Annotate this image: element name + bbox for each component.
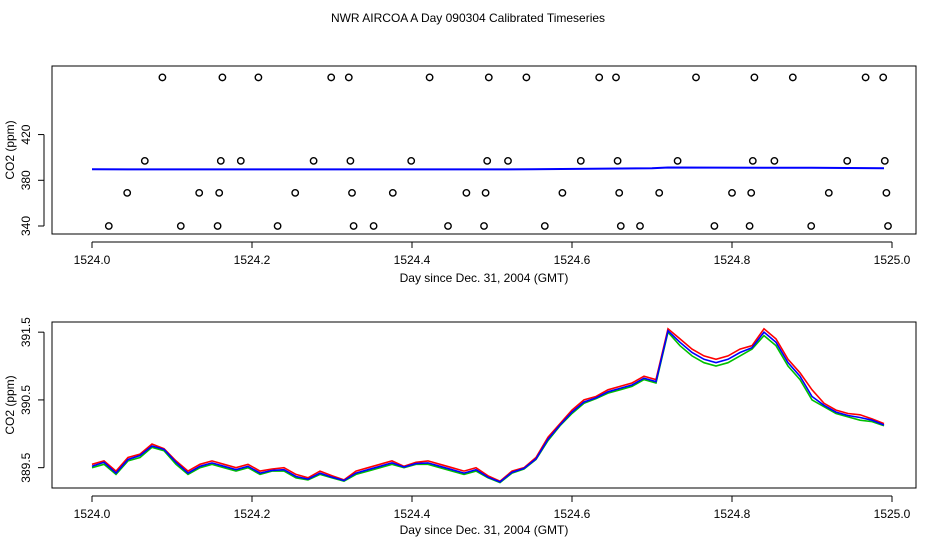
- calibration-point: [615, 188, 624, 197]
- calibration-point: [522, 73, 531, 82]
- calibration-point: [344, 73, 353, 82]
- series-green-line: [91, 330, 885, 484]
- top-x-tick-label: 1524.8: [714, 253, 751, 267]
- calibration-point: [692, 73, 700, 82]
- calibration-point: [788, 73, 797, 82]
- calibration-point: [349, 222, 358, 230]
- calibration-point: [728, 188, 736, 197]
- bottom-x-tick-label: 1524.4: [394, 507, 431, 521]
- calibration-point: [444, 222, 452, 230]
- calibration-point: [504, 156, 512, 165]
- calibration-point: [481, 188, 490, 197]
- calibration-point: [748, 156, 757, 165]
- calibration-point: [484, 73, 493, 82]
- calibration-point: [880, 156, 889, 165]
- calibration-point: [407, 156, 416, 165]
- calibration-point: [745, 222, 754, 230]
- top-y-axis: 340 380 420: [19, 124, 45, 236]
- top-plot-marks: [91, 73, 892, 230]
- bottom-x-tick-label: 1524.2: [234, 507, 271, 521]
- calibration-point: [213, 222, 222, 230]
- top-x-axis-label: Day since Dec. 31, 2004 (GMT): [400, 271, 569, 285]
- calibration-point: [291, 188, 300, 197]
- calibration-point: [215, 188, 224, 197]
- calibration-point: [348, 188, 356, 197]
- calibration-point: [462, 188, 471, 197]
- calibration-point: [824, 188, 833, 197]
- bottom-x-tick-label: 1524.0: [74, 507, 111, 521]
- calibration-point: [673, 156, 682, 165]
- top-plot-frame: [51, 65, 917, 235]
- top-y-tick-label: 380: [19, 170, 33, 190]
- calibration-point: [123, 188, 132, 197]
- top-chart-panel: 1524.0 1524.2 1524.4 1524.6 1524.8 1525.0 340…: [3, 65, 917, 285]
- bottom-y-tick-label: 391.5: [19, 317, 33, 347]
- calibration-point: [327, 73, 336, 82]
- calibration-point: [540, 222, 549, 230]
- calibration-point: [176, 222, 185, 230]
- top-x-tick-label: 1524.6: [554, 253, 591, 267]
- top-x-tick-label: 1524.4: [394, 253, 431, 267]
- bottom-y-tick-label: 390.5: [19, 385, 33, 415]
- bottom-plot-marks: [91, 327, 885, 484]
- top-y-tick-label: 340: [19, 216, 33, 236]
- calibration-point: [807, 222, 816, 230]
- calibration-point: [747, 188, 756, 197]
- calibration-point: [218, 73, 227, 82]
- calibration-point: [388, 188, 397, 197]
- calibration-point: [346, 156, 355, 165]
- calibration-point: [236, 156, 245, 165]
- bottom-x-axis: 1524.0 1524.2 1524.4 1524.6 1524.8 1525.0: [74, 495, 911, 521]
- bottom-x-tick-label: 1524.8: [714, 507, 751, 521]
- calibration-point: [612, 73, 620, 82]
- bottom-y-tick-label: 389.5: [19, 452, 33, 482]
- calibration-point: [884, 222, 892, 230]
- calibration-point: [636, 222, 644, 230]
- calibration-point: [425, 73, 434, 82]
- top-y-axis-label: CO2 (ppm): [3, 120, 17, 179]
- series-blue-line: [91, 329, 885, 483]
- series-red-line: [91, 327, 885, 483]
- bottom-x-axis-label: Day since Dec. 31, 2004 (GMT): [400, 523, 569, 537]
- figure-title: NWR AIRCOA A Day 090304 Calibrated Times…: [331, 11, 605, 25]
- calibration-point: [158, 73, 167, 82]
- calibration-point: [369, 222, 378, 230]
- top-y-tick-label: 420: [19, 124, 33, 144]
- bottom-plot-frame: [51, 321, 917, 489]
- calibration-point: [480, 222, 488, 230]
- bottom-chart-panel: 1524.0 1524.2 1524.4 1524.6 1524.8 1525.0 389…: [3, 317, 917, 537]
- calibration-point: [882, 188, 891, 197]
- calibration-point: [879, 73, 888, 82]
- calibration-point: [254, 73, 263, 82]
- bottom-y-axis-label: CO2 (ppm): [3, 375, 17, 434]
- calibration-point: [195, 188, 204, 197]
- calibration-point: [273, 222, 282, 230]
- calibration-point: [216, 156, 225, 165]
- bottom-y-axis: 389.5 390.5 391.5: [19, 317, 45, 483]
- calibration-point: [843, 156, 852, 165]
- calibration-point: [710, 222, 719, 230]
- calibration-point: [655, 188, 664, 197]
- calibration-point: [770, 156, 779, 165]
- top-x-tick-label: 1524.0: [74, 253, 111, 267]
- top-x-tick-label: 1524.2: [234, 253, 271, 267]
- calibration-point: [750, 73, 759, 82]
- calibration-point: [576, 156, 585, 165]
- calibration-point: [104, 222, 113, 230]
- calibration-point: [140, 156, 149, 165]
- calibration-point: [595, 73, 604, 82]
- calibration-point: [483, 156, 492, 165]
- calibration-point: [558, 188, 567, 197]
- bottom-x-tick-label: 1525.0: [874, 507, 911, 521]
- top-x-tick-label: 1525.0: [874, 253, 911, 267]
- bottom-x-tick-label: 1524.6: [554, 507, 591, 521]
- calibration-point: [861, 73, 870, 82]
- top-x-axis: 1524.0 1524.2 1524.4 1524.6 1524.8 1525.0: [74, 241, 911, 267]
- calibration-point: [616, 222, 625, 230]
- calibration-point: [309, 156, 318, 165]
- calibration-point: [613, 156, 622, 165]
- measured-series-line: [91, 166, 885, 171]
